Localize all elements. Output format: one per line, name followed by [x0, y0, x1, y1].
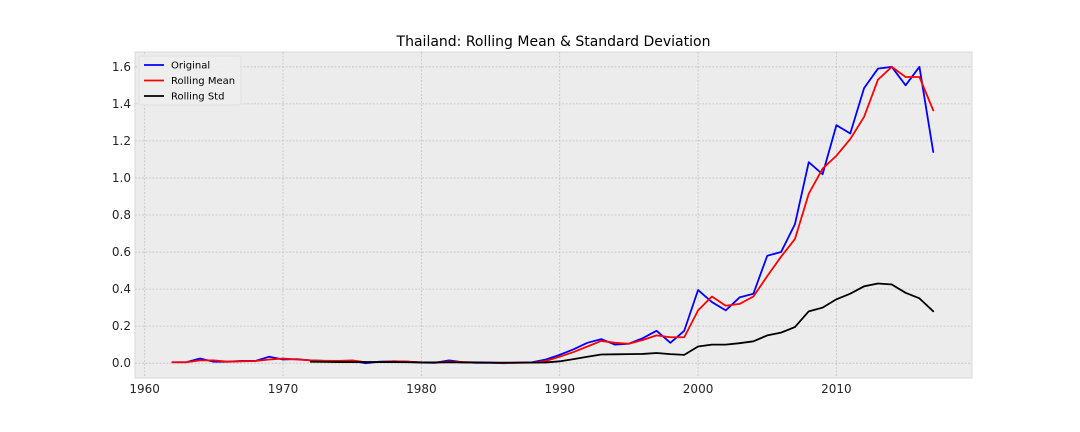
legend-label: Rolling Std — [171, 92, 224, 103]
legend-label: Rolling Mean — [171, 76, 235, 87]
y-tick-label: 1.6 — [112, 60, 131, 74]
legend: Original Rolling Mean Rolling Std — [138, 55, 242, 106]
x-tick-label: 2010 — [821, 382, 852, 396]
chart-title: Thailand: Rolling Mean & Standard Deviat… — [396, 34, 711, 50]
y-tick-label: 0.2 — [112, 319, 131, 333]
x-tick-label: 1970 — [268, 382, 299, 396]
x-tick-label: 1960 — [129, 382, 160, 396]
y-tick-label: 0.0 — [112, 356, 131, 370]
x-tick-label: 2000 — [683, 382, 714, 396]
legend-label: Original — [171, 61, 210, 72]
y-tick-label: 1.2 — [112, 134, 131, 148]
series-line-rolling-std — [309, 282, 935, 364]
x-tick-label: 1990 — [544, 382, 575, 396]
y-tick-label: 0.4 — [112, 282, 131, 296]
y-tick-label: 1.4 — [112, 97, 131, 111]
legend-box — [138, 55, 242, 106]
axes: 1960 1970 1980 1990 2000 2010 0.0 0.2 0.4 0.6 0.8 1… — [112, 60, 852, 396]
x-tick-label: 1980 — [406, 382, 437, 396]
y-tick-label: 0.6 — [112, 245, 131, 259]
series-layer — [171, 65, 935, 365]
series-line-rolling-mean — [171, 65, 935, 364]
y-tick-label: 1.0 — [112, 171, 131, 185]
y-tick-label: 0.8 — [112, 208, 131, 222]
